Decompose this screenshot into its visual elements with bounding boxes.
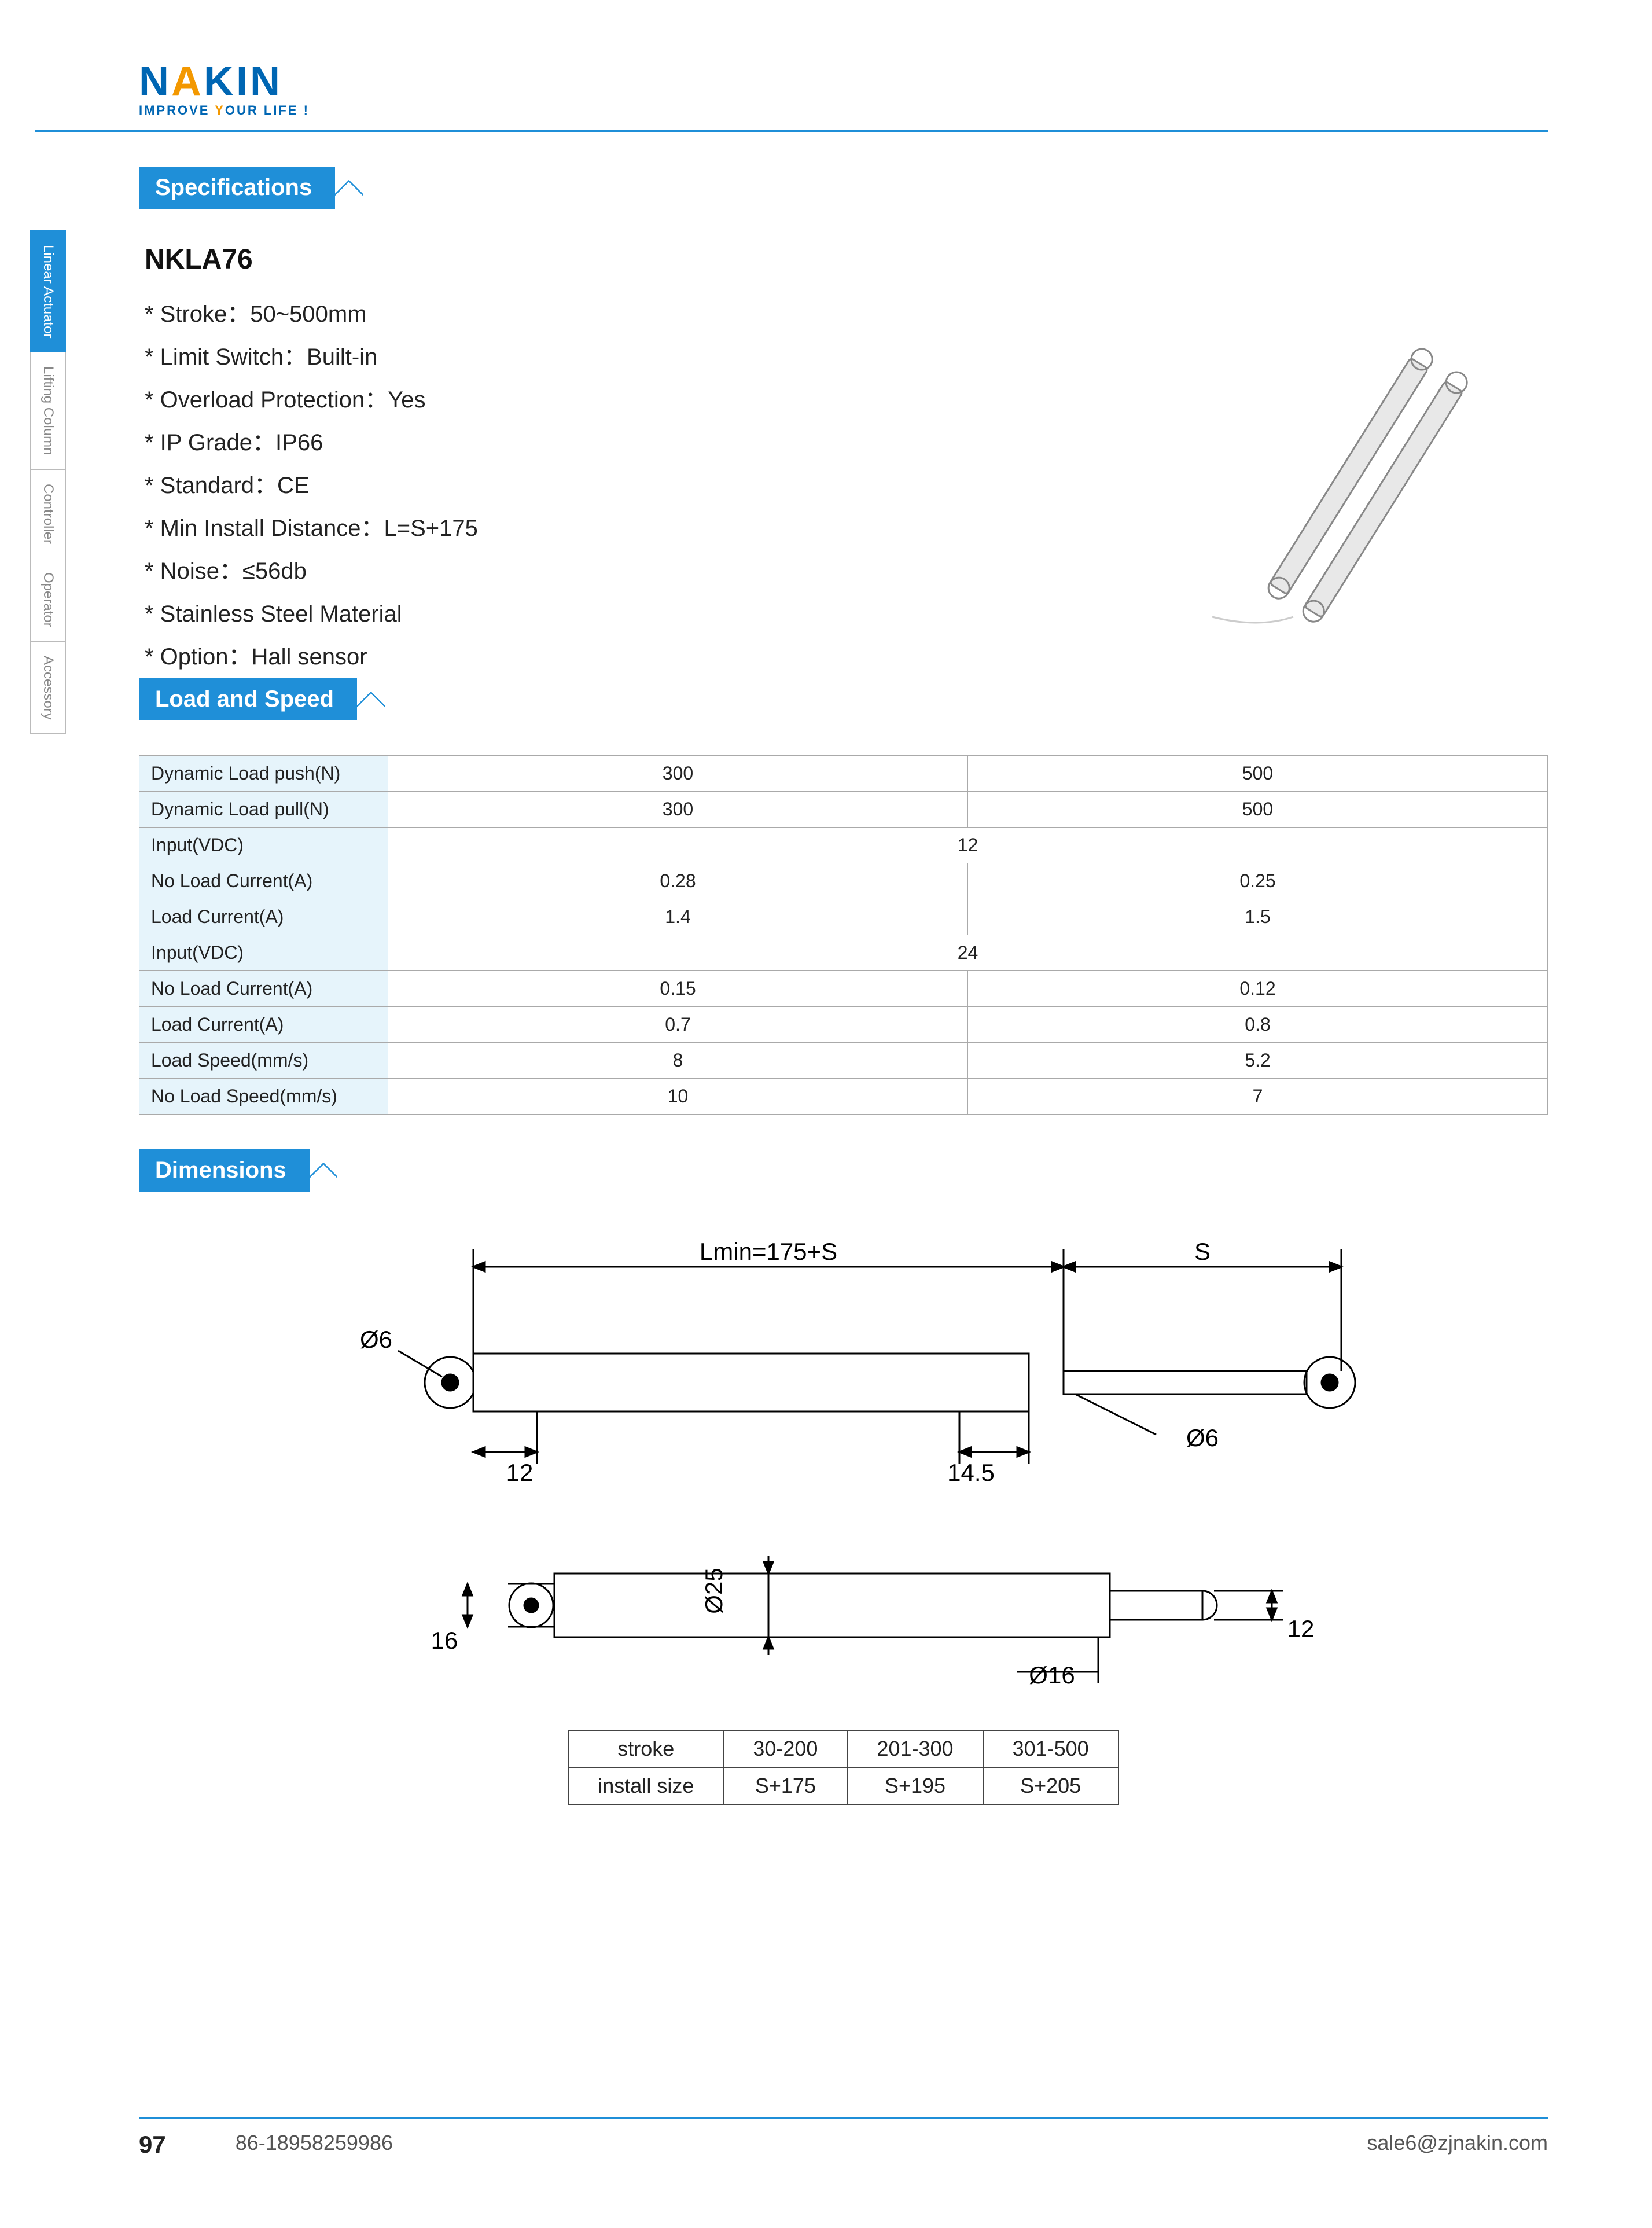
tab-lifting-column[interactable]: Lifting Column bbox=[30, 352, 66, 469]
specs-list: * Stroke：50~500mm * Limit Switch：Built-i… bbox=[145, 293, 1143, 678]
tagline-pre: IMPROVE bbox=[139, 103, 215, 117]
dim-cell: S+195 bbox=[847, 1767, 983, 1804]
spec-item: * Standard：CE bbox=[145, 464, 1143, 507]
logo-n: N bbox=[139, 58, 171, 105]
dim-cell: stroke bbox=[568, 1730, 723, 1767]
svg-text:12: 12 bbox=[1287, 1615, 1314, 1642]
tab-accessory[interactable]: Accessory bbox=[30, 641, 66, 734]
table-value: 0.7 bbox=[388, 1007, 968, 1043]
table-value: 0.28 bbox=[388, 863, 968, 899]
tab-operator[interactable]: Operator bbox=[30, 558, 66, 641]
table-value: 500 bbox=[968, 756, 1548, 792]
dim-cell: S+175 bbox=[723, 1767, 847, 1804]
dimensions-header: Dimensions bbox=[139, 1149, 310, 1192]
table-label: No Load Speed(mm/s) bbox=[139, 1079, 388, 1115]
table-value: 0.25 bbox=[968, 863, 1548, 899]
table-label: No Load Current(A) bbox=[139, 971, 388, 1007]
spec-item: * IP Grade：IP66 bbox=[145, 421, 1143, 464]
spec-item: * Stainless Steel Material bbox=[145, 593, 1143, 635]
tab-linear-actuator[interactable]: Linear Actuator bbox=[30, 230, 66, 352]
spec-item: * Noise：≤56db bbox=[145, 550, 1143, 593]
dim-cell: 201-300 bbox=[847, 1730, 983, 1767]
page-footer: 97 86-18958259986 sale6@zjnakin.com bbox=[139, 2117, 1548, 2159]
table-value: 7 bbox=[968, 1079, 1548, 1115]
table-value: 10 bbox=[388, 1079, 968, 1115]
spec-item: * Option：Hall sensor bbox=[145, 635, 1143, 678]
specifications-header: Specifications bbox=[139, 167, 335, 209]
table-label: Load Current(A) bbox=[139, 899, 388, 935]
table-value: 300 bbox=[388, 792, 968, 828]
table-value: 1.5 bbox=[968, 899, 1548, 935]
spec-item: * Overload Protection：Yes bbox=[145, 378, 1143, 421]
table-label: Load Speed(mm/s) bbox=[139, 1043, 388, 1079]
svg-text:16: 16 bbox=[431, 1627, 458, 1654]
model-number: NKLA76 bbox=[145, 244, 1548, 275]
table-label: No Load Current(A) bbox=[139, 863, 388, 899]
table-label: Dynamic Load push(N) bbox=[139, 756, 388, 792]
header-rule bbox=[35, 130, 1548, 132]
brand-logo: NAKIN IMPROVE YOUR LIFE ! bbox=[139, 58, 1548, 118]
table-label: Dynamic Load pull(N) bbox=[139, 792, 388, 828]
table-value: 300 bbox=[388, 756, 968, 792]
product-image bbox=[1178, 293, 1548, 663]
side-tabs: Linear Actuator Lifting Column Controlle… bbox=[30, 230, 66, 734]
dim-cell: 30-200 bbox=[723, 1730, 847, 1767]
spec-item: * Stroke：50~500mm bbox=[145, 293, 1143, 336]
footer-email: sale6@zjnakin.com bbox=[1367, 2131, 1548, 2159]
dimension-drawing-top: Lmin=175+S S Ø6 12 14.5 Ø6 bbox=[265, 1232, 1422, 1498]
table-value: 12 bbox=[388, 828, 1548, 863]
svg-text:14.5: 14.5 bbox=[947, 1459, 995, 1486]
svg-text:S: S bbox=[1194, 1238, 1210, 1265]
footer-phone: 86-18958259986 bbox=[236, 2131, 393, 2159]
svg-text:Ø25: Ø25 bbox=[700, 1568, 727, 1613]
svg-text:Lmin=175+S: Lmin=175+S bbox=[699, 1238, 837, 1265]
load-speed-header: Load and Speed bbox=[139, 678, 357, 720]
table-label: Load Current(A) bbox=[139, 1007, 388, 1043]
table-value: 0.15 bbox=[388, 971, 968, 1007]
table-value: 500 bbox=[968, 792, 1548, 828]
table-value: 1.4 bbox=[388, 899, 968, 935]
spec-item: * Limit Switch：Built-in bbox=[145, 336, 1143, 378]
logo-a: A bbox=[171, 58, 204, 105]
dimension-table: stroke 30-200 201-300 301-500 install si… bbox=[568, 1730, 1118, 1805]
spec-item: * Min Install Distance：L=S+175 bbox=[145, 507, 1143, 550]
dim-cell: S+205 bbox=[983, 1767, 1118, 1804]
svg-text:12: 12 bbox=[506, 1459, 533, 1486]
table-value: 0.12 bbox=[968, 971, 1548, 1007]
table-value: 24 bbox=[388, 935, 1548, 971]
tagline-post: OUR LIFE ! bbox=[225, 103, 310, 117]
table-label: Input(VDC) bbox=[139, 935, 388, 971]
dim-cell: install size bbox=[568, 1767, 723, 1804]
table-value: 8 bbox=[388, 1043, 968, 1079]
table-value: 0.8 bbox=[968, 1007, 1548, 1043]
table-label: Input(VDC) bbox=[139, 828, 388, 863]
dimension-drawing-side: 16 Ø25 Ø16 12 bbox=[265, 1521, 1422, 1707]
tagline-y: Y bbox=[215, 103, 225, 117]
dim-cell: 301-500 bbox=[983, 1730, 1118, 1767]
logo-kin: KIN bbox=[204, 58, 282, 105]
svg-text:Ø6: Ø6 bbox=[359, 1326, 392, 1353]
tab-controller[interactable]: Controller bbox=[30, 469, 66, 558]
svg-text:Ø6: Ø6 bbox=[1186, 1424, 1218, 1451]
table-value: 5.2 bbox=[968, 1043, 1548, 1079]
load-speed-table: Dynamic Load push(N)300500 Dynamic Load p… bbox=[139, 755, 1548, 1115]
svg-text:Ø16: Ø16 bbox=[1029, 1661, 1075, 1689]
page-number: 97 bbox=[139, 2131, 166, 2159]
